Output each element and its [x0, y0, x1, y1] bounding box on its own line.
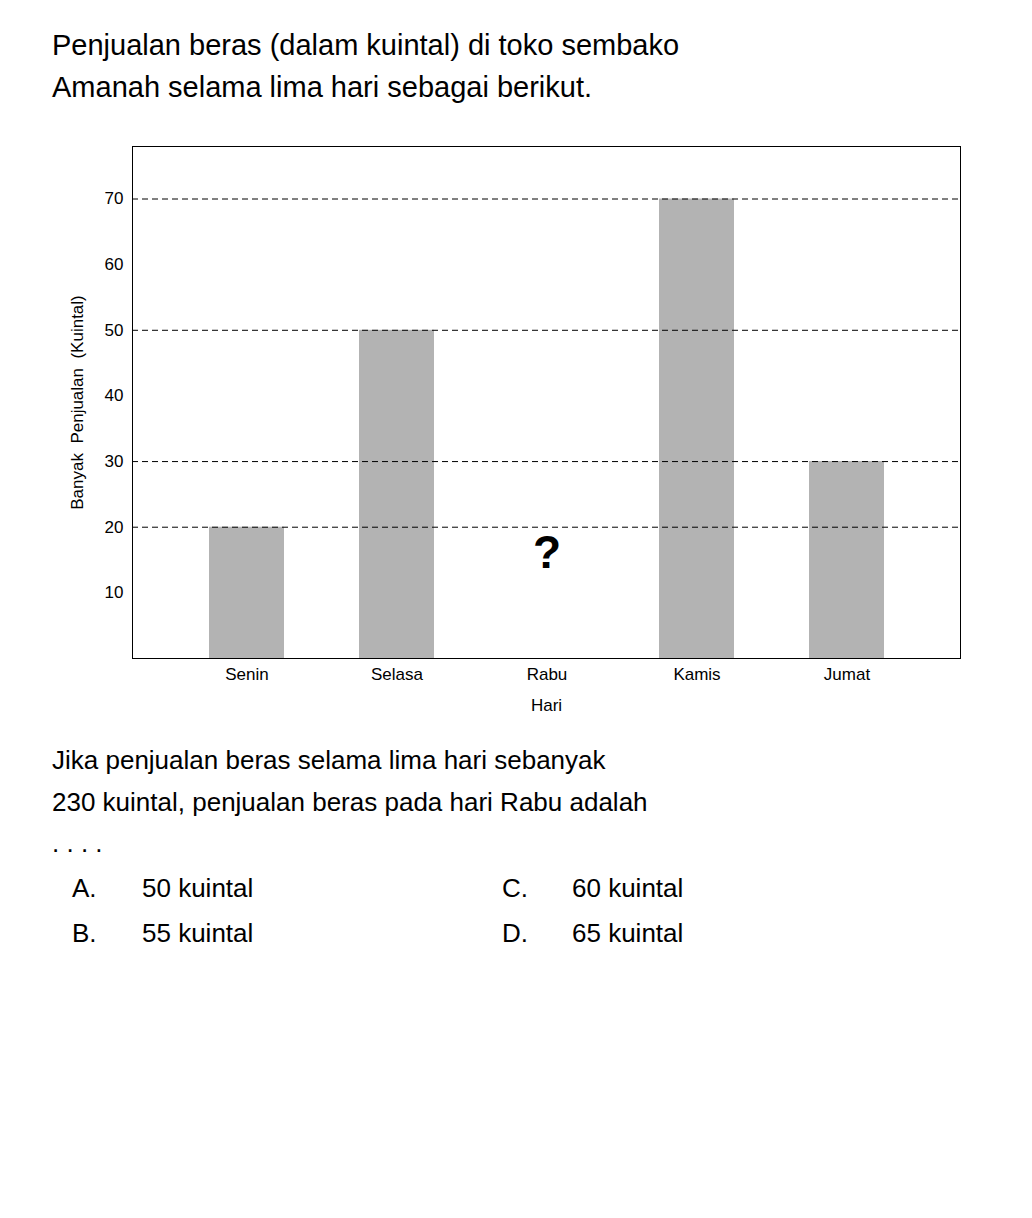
html-text:65 kuintal: 65 kuintal: [572, 917, 684, 948]
html-text:60 kuintal: 60 kuintal: [572, 872, 684, 903]
svg-text:Senin: Senin: [225, 665, 268, 684]
svg-text:30: 30: [105, 452, 124, 471]
svg-text:20: 20: [105, 518, 124, 537]
svg-text:Hari: Hari: [531, 696, 562, 715]
html-text:55 kuintal: 55 kuintal: [142, 917, 254, 948]
html-text:C.: C.: [502, 872, 528, 903]
html-text:A.: A.: [72, 872, 97, 903]
svg-text:?: ?: [533, 526, 561, 578]
svg-text:70: 70: [105, 190, 124, 209]
html-text:B.: B.: [72, 917, 97, 948]
html-text:D.: D.: [502, 917, 528, 948]
svg-text:Rabu: Rabu: [527, 665, 568, 684]
html-text:Jika penjualan beras selama li: Jika penjualan beras selama lima hari se…: [52, 745, 648, 859]
svg-text:Kamis: Kamis: [673, 665, 720, 684]
svg-text:10: 10: [105, 583, 124, 602]
svg-text:40: 40: [105, 386, 124, 405]
svg-text:Selasa: Selasa: [371, 665, 424, 684]
svg-text:Jumat: Jumat: [824, 665, 871, 684]
html-text:50 kuintal: 50 kuintal: [142, 872, 254, 903]
svg-text:Banyak Penjualan (Kuintal): Banyak Penjualan (Kuintal): [68, 295, 87, 510]
html-text:Penjualan beras (dalam kuintal: Penjualan beras (dalam kuintal) di toko …: [52, 29, 680, 103]
svg-text:60: 60: [105, 255, 124, 274]
svg-text:50: 50: [105, 321, 124, 340]
